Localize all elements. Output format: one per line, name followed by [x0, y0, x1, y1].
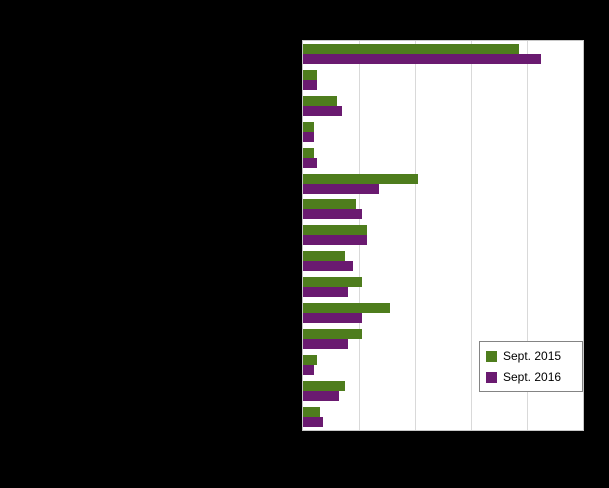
bar-pair: [303, 67, 583, 93]
bar-pair: [303, 41, 583, 67]
bar-pair: [303, 274, 583, 300]
bar-pair: [303, 197, 583, 223]
bar-sept-2015: [303, 69, 317, 80]
legend-item-sept-2016: Sept. 2016: [486, 371, 576, 383]
bar-sept-2016: [303, 390, 340, 401]
bar-sept-2015: [303, 251, 345, 262]
bar-sept-2016: [303, 365, 315, 376]
bar-sept-2015: [303, 303, 390, 314]
bar-pair: [303, 171, 583, 197]
legend-swatch-sept-2016: [486, 371, 497, 383]
bar-sept-2015: [303, 95, 337, 106]
plot-area: Sept. 2015 Sept. 2016: [302, 40, 584, 431]
bar-pair: [303, 93, 583, 119]
bar-sept-2015: [303, 406, 320, 417]
bar-sept-2015: [303, 121, 315, 132]
bar-sept-2015: [303, 380, 345, 391]
legend: Sept. 2015 Sept. 2016: [479, 341, 583, 392]
bar-pair: [303, 145, 583, 171]
bar-sept-2016: [303, 261, 354, 272]
legend-item-sept-2015: Sept. 2015: [486, 350, 576, 362]
bar-sept-2016: [303, 416, 323, 427]
bar-sept-2016: [303, 79, 317, 90]
bar-sept-2016: [303, 105, 343, 116]
bar-sept-2015: [303, 329, 362, 340]
bar-sept-2015: [303, 173, 418, 184]
bar-sept-2015: [303, 355, 317, 366]
bar-sept-2016: [303, 235, 368, 246]
bar-pair: [303, 248, 583, 274]
bar-pair: [303, 119, 583, 145]
bar-pair: [303, 352, 583, 378]
legend-label-sept-2016: Sept. 2016: [503, 370, 562, 384]
bar-sept-2016: [303, 339, 348, 350]
bar-pair: [303, 300, 583, 326]
bars-container: [303, 41, 583, 430]
bar-sept-2016: [303, 313, 362, 324]
legend-swatch-sept-2015: [486, 350, 497, 362]
bar-pair: [303, 326, 583, 352]
bar-sept-2016: [303, 209, 362, 220]
bar-sept-2016: [303, 183, 379, 194]
legend-label-sept-2015: Sept. 2015: [503, 349, 562, 363]
bar-sept-2015: [303, 147, 315, 158]
gridline: [415, 41, 416, 430]
bar-sept-2016: [303, 287, 348, 298]
bar-sept-2015: [303, 277, 362, 288]
bar-sept-2016: [303, 131, 315, 142]
bar-sept-2015: [303, 43, 519, 54]
bar-pair: [303, 378, 583, 404]
bar-sept-2016: [303, 157, 317, 168]
gridline: [471, 41, 472, 430]
bar-sept-2015: [303, 225, 368, 236]
bar-pair: [303, 222, 583, 248]
bar-pair: [303, 404, 583, 430]
bar-sept-2015: [303, 199, 357, 210]
bar-sept-2016: [303, 53, 541, 64]
gridline: [527, 41, 528, 430]
